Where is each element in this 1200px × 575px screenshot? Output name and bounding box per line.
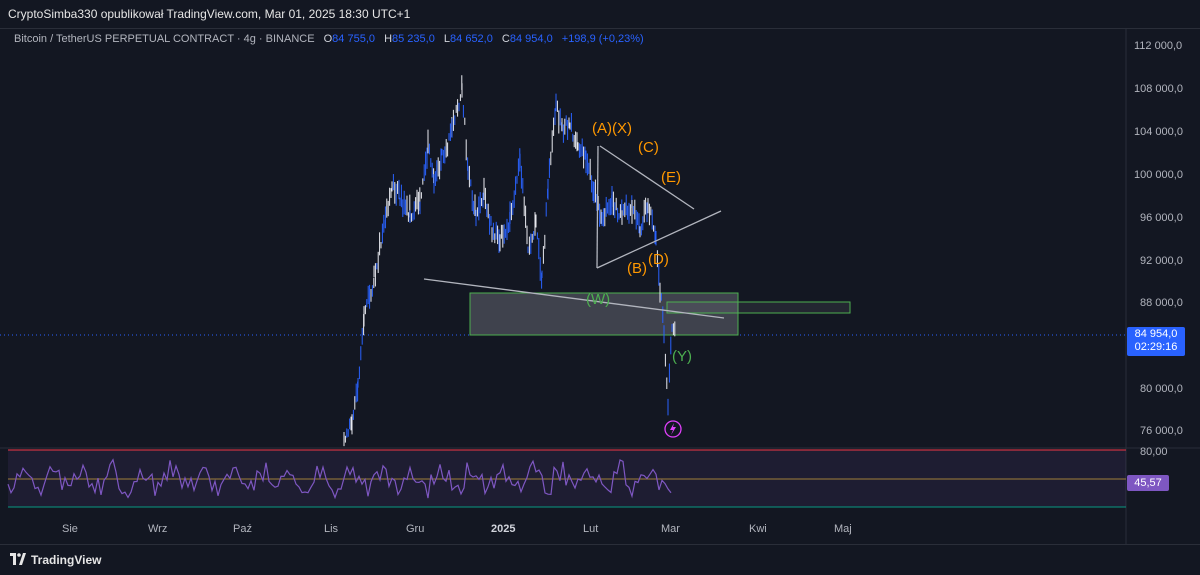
triangle-left-line[interactable] [596, 145, 599, 269]
low-label: L [443, 33, 451, 45]
price-chart[interactable]: (A)(X) (C) (E) (B) (D) (W) (Y) 112 000,0… [0, 28, 1200, 544]
price-tick: 100 000,0 [1134, 169, 1183, 181]
low-value: 84 652,0 [450, 33, 493, 45]
time-axis[interactable]: Sie Wrz Paź Lis Gru 2025 Lut Mar Kwi Maj [62, 523, 852, 535]
triangle-lower-line[interactable] [596, 210, 722, 269]
high-value: 85 235,0 [392, 33, 435, 45]
close-label: C [501, 33, 510, 45]
price-tick: 88 000,0 [1140, 297, 1183, 309]
time-label: Mar [661, 523, 680, 535]
price-tick: 80 000,0 [1140, 383, 1183, 395]
price-tick: 92 000,0 [1140, 255, 1183, 267]
price-axis[interactable]: 112 000,0 108 000,0 104 000,0 100 000,0 … [1134, 40, 1183, 458]
high-label: H [384, 33, 393, 45]
projection-zone[interactable] [666, 301, 851, 314]
price-tick: 112 000,0 [1134, 40, 1182, 52]
triangle-upper-line[interactable] [599, 145, 695, 210]
time-label: Gru [406, 523, 424, 535]
change-value: +198,9 (+0,23%) [561, 33, 644, 45]
open-label: O [323, 33, 333, 45]
time-label: Paź [233, 523, 252, 535]
time-label-year: 2025 [491, 523, 515, 535]
publication-line: CryptoSimba330 opublikował TradingView.c… [8, 7, 411, 21]
wave-label-d[interactable]: (D) [648, 251, 669, 268]
time-label: Maj [834, 523, 852, 535]
current-price-tag[interactable]: 84 954,0 02:29:16 [1127, 327, 1185, 356]
wave-label-ax[interactable]: (A)(X) [592, 120, 632, 137]
bar-countdown: 02:29:16 [1134, 341, 1178, 353]
neckline[interactable] [423, 278, 725, 319]
tradingview-brand[interactable]: TradingView [31, 553, 102, 567]
rsi-upper-label: 80,00 [1140, 446, 1168, 458]
wave-label-y[interactable]: (Y) [672, 348, 692, 365]
lightning-icon[interactable] [664, 420, 682, 438]
time-label: Lut [583, 523, 598, 535]
wave-label-c[interactable]: (C) [638, 139, 659, 156]
close-value: 84 954,0 [509, 33, 553, 45]
time-label: Lis [324, 523, 339, 535]
current-price-value: 84 954,0 [1134, 328, 1178, 340]
wave-label-e[interactable]: (E) [661, 169, 681, 186]
price-tick: 104 000,0 [1134, 126, 1183, 138]
tradingview-logo-icon[interactable] [10, 553, 26, 565]
rsi-line[interactable] [7, 458, 672, 500]
rsi-value-tag[interactable]: 45,57 [1127, 475, 1169, 491]
time-label: Sie [62, 523, 78, 535]
footer: TradingView [0, 544, 1200, 575]
open-value: 84 755,0 [332, 33, 375, 45]
wave-label-b[interactable]: (B) [627, 260, 647, 277]
time-label: Kwi [749, 523, 767, 535]
time-label: Wrz [148, 523, 167, 535]
symbol-legend: Bitcoin / TetherUS PERPETUAL CONTRACT · … [14, 33, 644, 45]
wave-label-w[interactable]: (W) [586, 291, 610, 308]
publication-bar: CryptoSimba330 opublikował TradingView.c… [0, 0, 1200, 29]
price-tick: 96 000,0 [1140, 212, 1183, 224]
price-tick: 76 000,0 [1140, 425, 1183, 437]
candlestick-series[interactable] [343, 75, 676, 447]
symbol-name[interactable]: Bitcoin / TetherUS PERPETUAL CONTRACT · … [14, 33, 315, 45]
price-tick: 108 000,0 [1134, 83, 1183, 95]
